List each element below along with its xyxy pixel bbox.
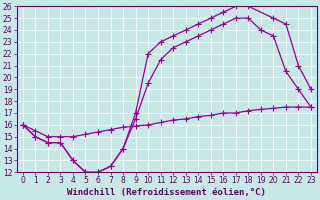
X-axis label: Windchill (Refroidissement éolien,°C): Windchill (Refroidissement éolien,°C): [68, 188, 266, 197]
